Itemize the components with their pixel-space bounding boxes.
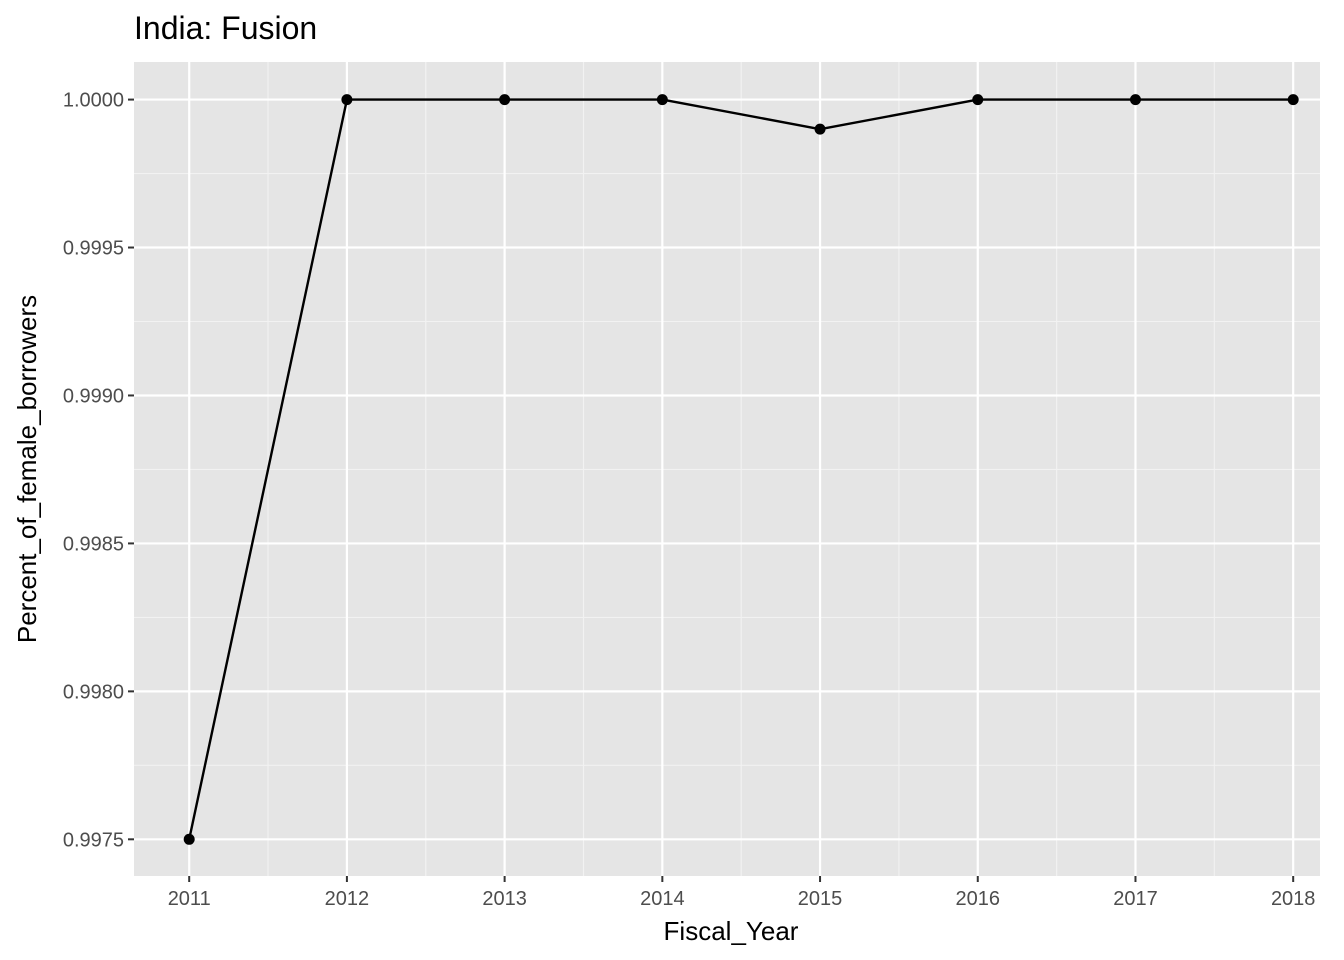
major-grid xyxy=(134,62,1320,876)
x-tick-label: 2011 xyxy=(168,888,211,910)
x-tick-label: 2017 xyxy=(1113,888,1158,910)
y-tick-label: 0.9995 xyxy=(63,238,124,260)
y-tick-label: 0.9990 xyxy=(63,385,124,407)
data-point xyxy=(814,123,826,135)
data-point xyxy=(1129,94,1141,106)
series-layer xyxy=(183,94,1299,845)
x-axis: 2011 2012 2013 2014 2015 2016 2017 2018 xyxy=(168,876,1316,910)
x-tick-label: 2012 xyxy=(325,888,370,910)
data-point xyxy=(499,94,511,106)
x-tick-label: 2014 xyxy=(640,888,685,910)
x-tick-label: 2015 xyxy=(798,888,843,910)
data-point xyxy=(183,833,195,845)
minor-grid xyxy=(134,62,1320,876)
y-axis-title: Percent_of_female_borrowers xyxy=(12,295,42,643)
x-tick-label: 2018 xyxy=(1271,888,1316,910)
y-tick-label: 1.0000 xyxy=(63,90,124,112)
y-tick-label: 0.9980 xyxy=(63,681,124,703)
chart-title: India: Fusion xyxy=(134,10,317,46)
data-point xyxy=(972,94,984,106)
series-line xyxy=(188,98,1294,840)
y-tick-label: 0.9975 xyxy=(63,829,124,851)
data-point xyxy=(341,94,353,106)
y-axis: 0.9975 0.9980 0.9985 0.9990 0.9995 1.0000 xyxy=(63,90,134,851)
x-tick-label: 2016 xyxy=(956,888,1001,910)
data-point xyxy=(1287,94,1299,106)
x-tick-label: 2013 xyxy=(482,888,527,910)
data-point xyxy=(656,94,668,106)
x-axis-title: Fiscal_Year xyxy=(664,916,799,946)
y-tick-label: 0.9985 xyxy=(63,533,124,555)
